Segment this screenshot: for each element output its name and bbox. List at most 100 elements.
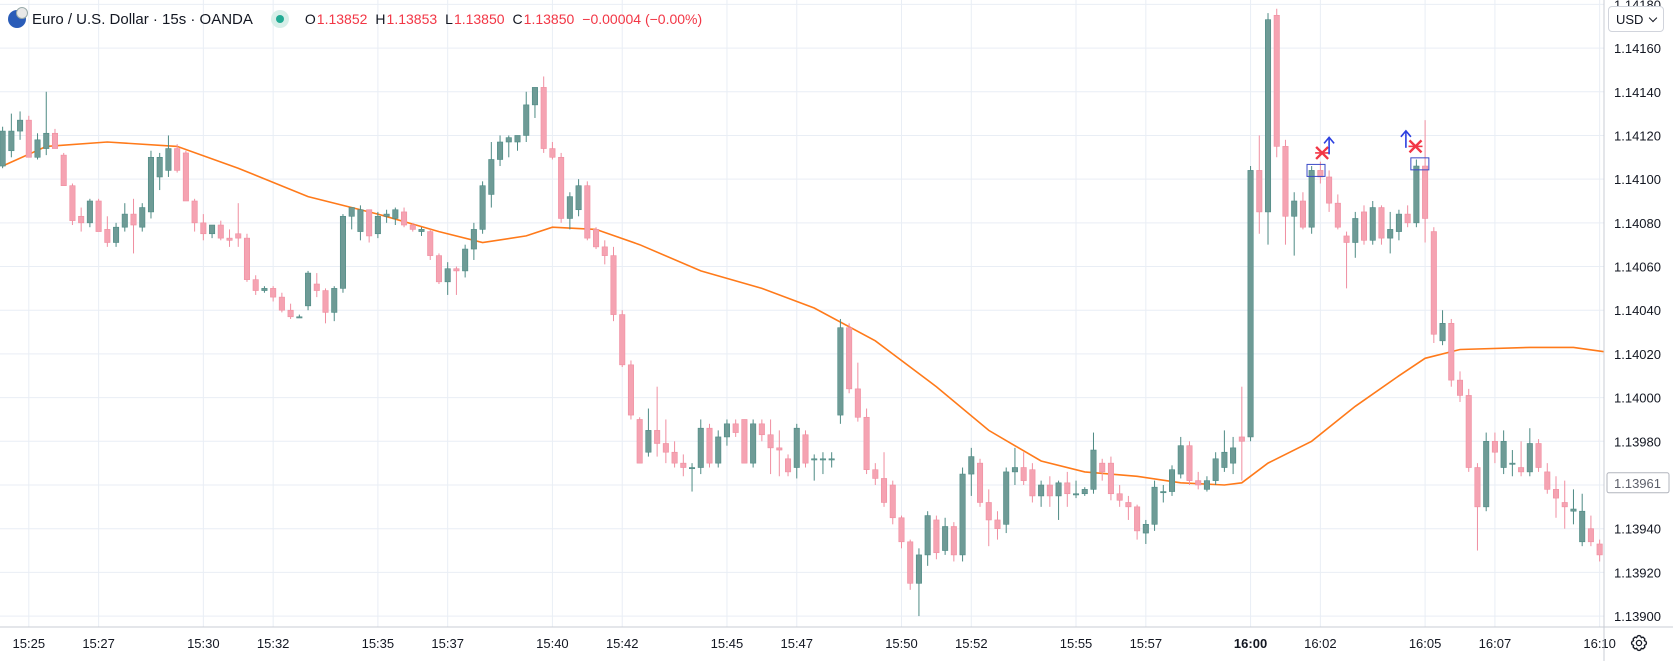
- candle-down: [60, 152, 67, 186]
- candle-down: [1273, 8, 1280, 158]
- symbol-title[interactable]: Euro / U.S. Dollar · 15s · OANDA: [32, 10, 253, 28]
- candle-body: [217, 224, 224, 239]
- candle-up: [357, 205, 364, 241]
- candle-body: [252, 279, 259, 291]
- candle-body: [889, 484, 896, 519]
- candle-body: [479, 185, 486, 230]
- candle-body: [994, 519, 1001, 529]
- time-tick-label: 16:10: [1583, 636, 1616, 651]
- candle-body: [593, 229, 600, 248]
- candle-body: [174, 148, 181, 171]
- candle-body: [566, 196, 573, 219]
- currency-value: USD: [1616, 11, 1644, 27]
- candle-body: [1378, 207, 1385, 239]
- candle-down: [872, 463, 879, 485]
- candle-body: [531, 87, 538, 106]
- candle-body: [1509, 462, 1516, 465]
- chart-grid: [0, 0, 1604, 627]
- candle-down: [854, 362, 861, 422]
- candle-down: [1596, 539, 1603, 562]
- candle-up: [383, 209, 390, 223]
- candle-up: [488, 142, 495, 208]
- candle-body: [1169, 469, 1176, 492]
- candle-down: [1465, 388, 1472, 472]
- candle-down: [950, 522, 957, 562]
- candle-body: [785, 458, 792, 473]
- candle-down: [427, 229, 434, 260]
- candle-body: [1003, 471, 1010, 525]
- candle-body: [1526, 443, 1533, 473]
- candle-up: [156, 152, 163, 191]
- candle-body: [1422, 165, 1429, 219]
- candle-body: [837, 327, 844, 416]
- candle-up: [1011, 447, 1018, 485]
- candle-down: [767, 419, 774, 475]
- candle-down: [174, 144, 181, 173]
- candle-body: [401, 211, 408, 226]
- candle-body: [60, 154, 67, 186]
- candle-body: [1430, 231, 1437, 335]
- candle-body: [767, 434, 774, 449]
- candle-up: [0, 126, 6, 169]
- candle-body: [1465, 395, 1472, 468]
- market-status-icon[interactable]: [270, 10, 289, 28]
- candle-body: [1265, 19, 1272, 213]
- candle-up: [1073, 480, 1080, 499]
- candle-body: [732, 423, 739, 433]
- candle-up: [915, 548, 922, 617]
- candle-up: [523, 91, 530, 143]
- time-tick-label: 16:07: [1479, 636, 1512, 651]
- candle-up: [531, 87, 538, 118]
- time-tick-label: 16:00: [1234, 636, 1267, 651]
- candle-body: [453, 268, 460, 272]
- candle-body: [322, 290, 329, 313]
- candle-down: [680, 454, 687, 477]
- candle-body: [1587, 528, 1594, 543]
- candle-body: [191, 200, 198, 224]
- candle-body: [697, 427, 704, 468]
- candle-up: [1509, 450, 1516, 477]
- candle-body: [392, 209, 399, 219]
- candle-up: [470, 222, 477, 260]
- candle-body: [985, 502, 992, 521]
- candle-body: [69, 185, 76, 221]
- price-tick-label: 1.14040: [1614, 303, 1661, 318]
- candle-up: [1221, 430, 1228, 472]
- price-tick-label: 1.13900: [1614, 609, 1661, 624]
- currency-select[interactable]: USD: [1608, 6, 1664, 32]
- candle-body: [1029, 469, 1036, 497]
- candle-up: [837, 318, 844, 424]
- candle-body: [558, 156, 565, 219]
- candle-down: [654, 386, 661, 457]
- candle-body: [793, 427, 800, 468]
- symbol-logo-icon[interactable]: [8, 7, 28, 28]
- candle-body: [950, 526, 957, 556]
- time-tick-label: 15:35: [362, 636, 395, 651]
- time-tick-label: 15:25: [13, 636, 46, 651]
- candle-body: [1099, 462, 1106, 473]
- candle-body: [619, 314, 626, 366]
- candle-up: [1387, 211, 1394, 254]
- candle-down: [1474, 463, 1481, 551]
- candle-down: [540, 76, 547, 153]
- gear-icon[interactable]: [1630, 634, 1648, 652]
- candle-up: [1439, 310, 1446, 346]
- candle-body: [1142, 524, 1149, 534]
- candle-body: [409, 224, 416, 230]
- candle-body: [156, 156, 163, 178]
- ohlc-low-key: L: [445, 11, 453, 27]
- candle-body: [881, 478, 888, 503]
- candle-up: [689, 463, 696, 492]
- candle-body: [610, 255, 617, 315]
- candle-up: [697, 419, 704, 475]
- candle-body: [933, 519, 940, 554]
- candle-down: [898, 515, 905, 549]
- candle-body: [51, 132, 58, 149]
- candle-body: [811, 458, 818, 461]
- candle-body: [723, 423, 730, 438]
- candle-body: [575, 185, 582, 211]
- candle-down: [1317, 161, 1324, 184]
- candle-body: [1317, 170, 1324, 178]
- candle-down: [409, 222, 416, 232]
